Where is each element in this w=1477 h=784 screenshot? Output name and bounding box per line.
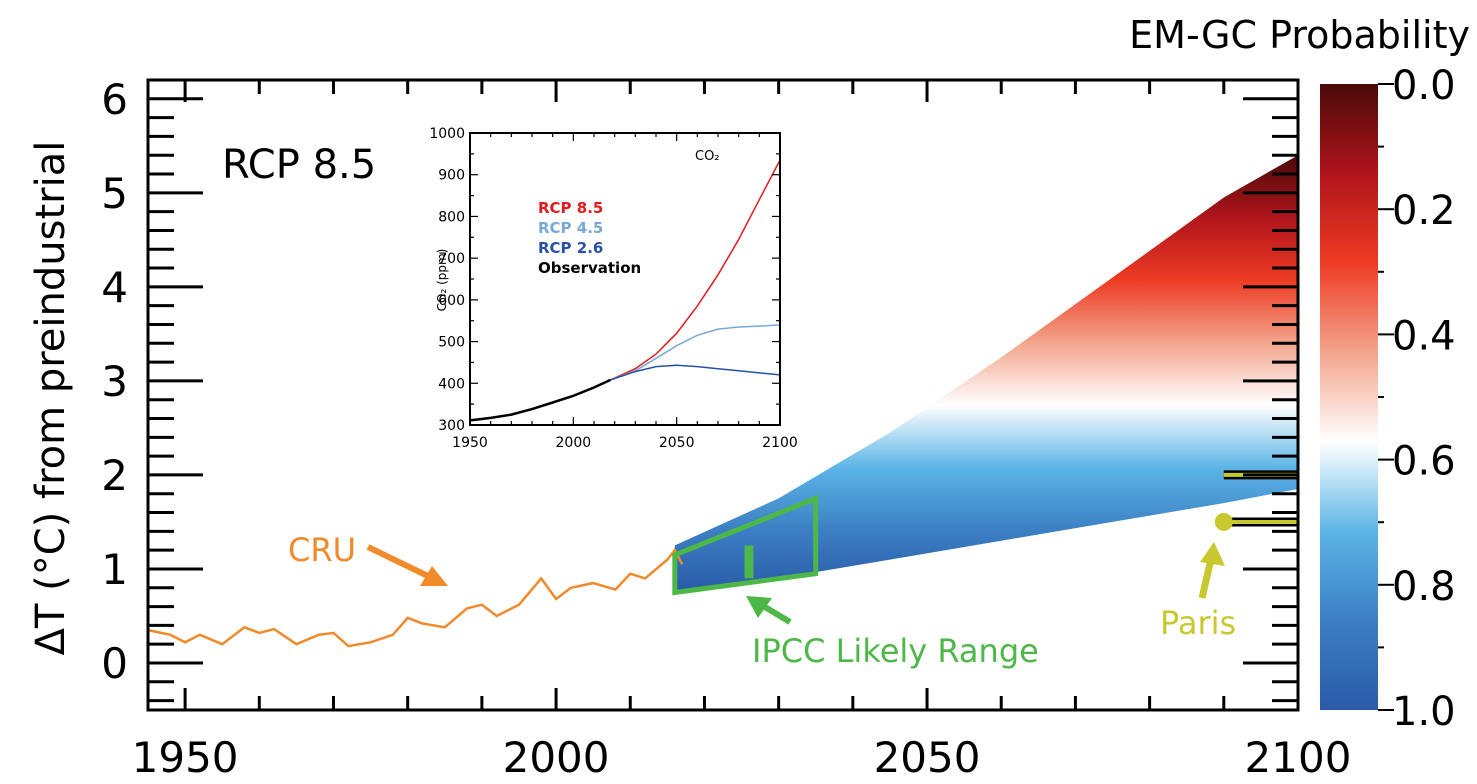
inset-x-tick-label: 2050 <box>659 435 695 451</box>
colorbar-tick-label: 0.6 <box>1392 439 1456 485</box>
inset-background <box>470 133 780 425</box>
probability-colorbar: EM-GC Probability 0.0 0.2 0.4 0.6 0.8 1.0 <box>1129 13 1470 735</box>
inset-legend-entry: Observation <box>538 259 641 277</box>
y-tick-label: 0 <box>101 639 128 688</box>
inset-series-lines <box>470 159 780 422</box>
x-tick-label: 2050 <box>874 733 981 782</box>
projection-envelope <box>674 155 1298 593</box>
x-tick-label: 1950 <box>132 733 239 782</box>
colorbar-title: EM-GC Probability <box>1129 13 1470 57</box>
inset-x-tick-label: 2100 <box>762 435 798 451</box>
main-plot-frame <box>146 78 1300 712</box>
cru-arrow <box>366 544 448 586</box>
inset-y-tick-label: 800 <box>438 209 465 225</box>
ipcc-box-outline <box>672 494 819 596</box>
colorbar-fill <box>1320 84 1378 710</box>
inset-y-tick-label: 600 <box>438 293 465 309</box>
inset-y-axis-label: CO₂ (ppm) <box>435 249 449 312</box>
colorbar-tick-label: 0.0 <box>1392 63 1456 109</box>
scenario-label: RCP 8.5 <box>222 142 376 188</box>
cru-observation-line <box>147 547 684 648</box>
inset-series-rcp-4-5 <box>610 324 780 381</box>
x-tick-label: 2000 <box>503 733 610 782</box>
y-tick-label: 6 <box>101 75 128 124</box>
inset-legend-entry: RCP 4.5 <box>538 219 603 237</box>
ipcc-label: IPCC Likely Range <box>752 632 1039 670</box>
inset-y-tick-label: 300 <box>438 418 465 434</box>
inset-series-rcp-8-5 <box>610 159 780 381</box>
colorbar-tick-label: 0.4 <box>1392 313 1456 359</box>
cru-label: CRU <box>288 531 356 569</box>
inset-frame <box>469 132 781 426</box>
inset-axes: 1950 2000 2050 2100 300 400 500 600 700 800 900 100… <box>429 126 797 451</box>
main-plot: 1950 2000 2050 2100 0 1 2 3 4 5 6 RCP 8.5 CRU IPCC… <box>101 75 1351 782</box>
y-tick-label: 4 <box>101 263 128 312</box>
inset-legend: RCP 8.5 RCP 4.5 RCP 2.6 Observation <box>538 199 641 277</box>
colorbar-tick-label: 0.8 <box>1392 564 1456 610</box>
main-axes: 1950 2000 2050 2100 0 1 2 3 4 5 6 <box>101 75 1351 782</box>
colorbar-ticks: 0.0 0.2 0.4 0.6 0.8 1.0 <box>1378 63 1456 735</box>
y-tick-label: 2 <box>101 451 128 500</box>
y-tick-label: 5 <box>101 169 128 218</box>
colorbar-tick-label: 0.2 <box>1392 188 1456 234</box>
paris-arrow <box>1198 542 1225 599</box>
x-tick-label: 2100 <box>1245 733 1352 782</box>
inset-legend-entry: RCP 2.6 <box>538 239 603 257</box>
inset-y-tick-label: 900 <box>438 168 465 184</box>
ipcc-arrow <box>746 596 792 625</box>
y-tick-label: 3 <box>101 357 128 406</box>
inset-series-rcp-2-6 <box>610 364 780 381</box>
inset-x-tick-label: 2000 <box>556 435 592 451</box>
paris-label: Paris <box>1160 604 1236 642</box>
paris-marker-dot <box>1214 512 1233 531</box>
inset-title: CO₂ <box>695 149 720 164</box>
colorbar-tick-label: 1.0 <box>1392 689 1456 735</box>
inset-legend-entry: RCP 8.5 <box>538 199 603 217</box>
inset-y-tick-label: 700 <box>438 251 465 267</box>
inset-x-tick-label: 1950 <box>452 435 488 451</box>
main-y-axis-label: ΔT (°C) from preindustrial <box>28 141 74 656</box>
inset-y-tick-label: 500 <box>438 335 465 351</box>
co2-inset-chart: 1950 2000 2050 2100 300 400 500 600 700 800 900 100… <box>429 126 797 451</box>
inset-series-observation <box>470 378 612 422</box>
inset-y-tick-label: 1000 <box>429 126 465 142</box>
ipcc-likely-range-box <box>672 494 819 596</box>
y-tick-label: 1 <box>101 545 128 594</box>
inset-y-tick-label: 400 <box>438 376 465 392</box>
